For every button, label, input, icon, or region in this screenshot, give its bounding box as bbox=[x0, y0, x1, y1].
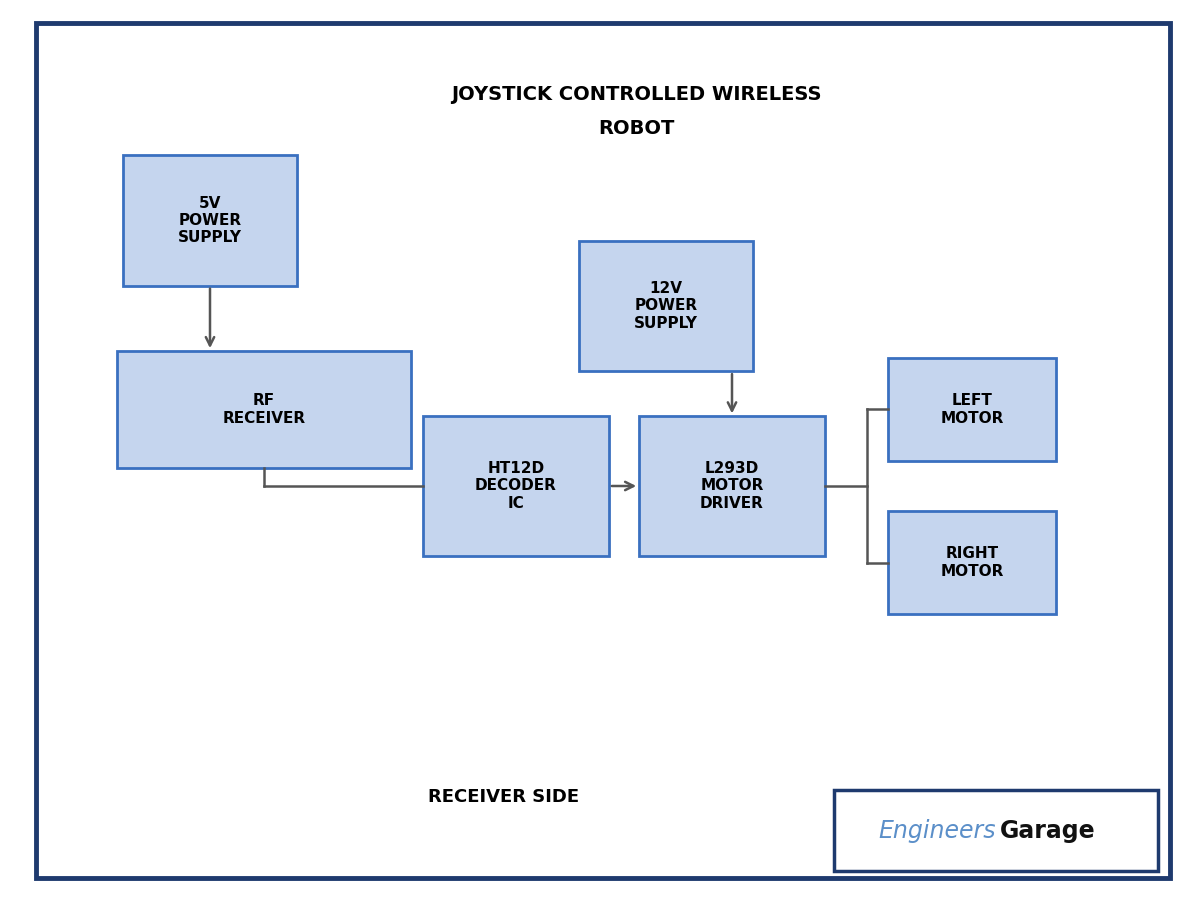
Text: HT12D
DECODER
IC: HT12D DECODER IC bbox=[475, 461, 557, 511]
FancyBboxPatch shape bbox=[888, 357, 1056, 461]
Text: JOYSTICK CONTROLLED WIRELESS: JOYSTICK CONTROLLED WIRELESS bbox=[451, 85, 821, 104]
FancyBboxPatch shape bbox=[888, 511, 1056, 614]
Text: Garage: Garage bbox=[1000, 819, 1096, 842]
Text: RECEIVER SIDE: RECEIVER SIDE bbox=[428, 788, 580, 806]
FancyBboxPatch shape bbox=[36, 22, 1170, 878]
Text: ROBOT: ROBOT bbox=[598, 119, 674, 139]
FancyBboxPatch shape bbox=[424, 416, 608, 555]
FancyBboxPatch shape bbox=[580, 240, 754, 371]
Text: RF
RECEIVER: RF RECEIVER bbox=[222, 393, 306, 426]
Text: 5V
POWER
SUPPLY: 5V POWER SUPPLY bbox=[178, 195, 242, 246]
FancyBboxPatch shape bbox=[118, 351, 412, 468]
FancyBboxPatch shape bbox=[122, 155, 298, 286]
Text: LEFT
MOTOR: LEFT MOTOR bbox=[941, 393, 1003, 426]
FancyBboxPatch shape bbox=[640, 416, 826, 555]
Text: Engineers: Engineers bbox=[878, 819, 996, 842]
FancyBboxPatch shape bbox=[834, 790, 1158, 871]
Text: RIGHT
MOTOR: RIGHT MOTOR bbox=[941, 546, 1003, 579]
Text: 12V
POWER
SUPPLY: 12V POWER SUPPLY bbox=[634, 281, 698, 331]
Text: L293D
MOTOR
DRIVER: L293D MOTOR DRIVER bbox=[700, 461, 764, 511]
